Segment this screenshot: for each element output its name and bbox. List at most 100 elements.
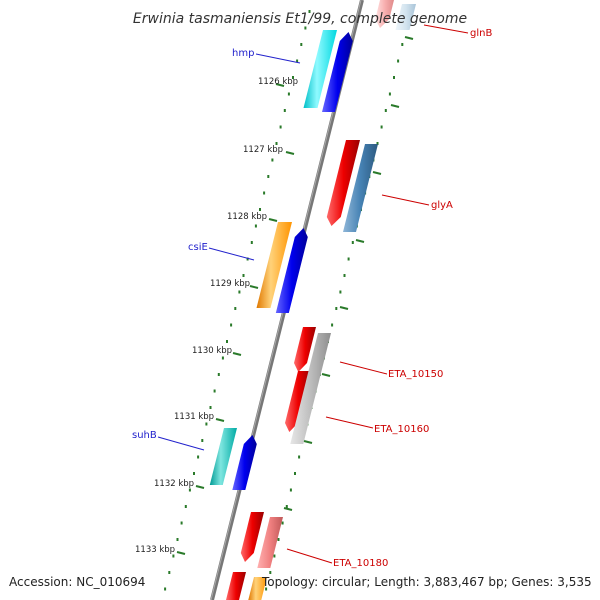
gene-suhb-pair-blue[interactable] [232, 435, 257, 490]
kbp-major-tick [372, 171, 382, 175]
gene-features [209, 0, 417, 600]
gene-eta10150[interactable] [294, 327, 316, 372]
track-tick-left [230, 323, 233, 327]
gene-eta10160[interactable] [290, 333, 331, 444]
track-tick-left [201, 439, 204, 442]
kbp-major-tick [232, 352, 242, 356]
gene-labels: hmp csiE suhB glnB glyA ETA_10150 ETA_10… [132, 28, 492, 569]
track-tick-right [281, 521, 284, 525]
track-tick-left [259, 208, 261, 211]
kbp-label: 1132 kbp [154, 479, 194, 489]
track-tick-left [234, 307, 237, 310]
track-tick-left [254, 224, 257, 228]
track-tick-right [380, 125, 383, 129]
track-tick-right [401, 43, 404, 46]
map-title: Erwinia tasmaniensis Et1/99, complete ge… [133, 11, 467, 27]
leader-glya [381, 194, 430, 206]
leader-eta10180 [286, 548, 333, 564]
track-tick-right [265, 587, 268, 591]
track-tick-left [292, 76, 294, 79]
kbp-major-tick [268, 218, 278, 222]
kbp-label: 1129 kbp [210, 279, 250, 289]
track-tick-left [296, 59, 299, 63]
kbp-major-tick [404, 36, 414, 40]
track-tick-right [388, 92, 391, 96]
gene-label-glya[interactable]: glyA [431, 200, 453, 211]
kbp-major-tick [303, 440, 313, 444]
leader-csie [208, 247, 255, 261]
kbp-major-tick [176, 551, 186, 555]
gene-label-suhb[interactable]: suhB [132, 430, 157, 441]
gene-eta10180-red[interactable] [240, 512, 264, 562]
track-tick-left [217, 373, 220, 376]
track-tick-left [164, 587, 167, 591]
kbp-major-tick [249, 285, 259, 289]
track-tick-left [205, 422, 208, 426]
track-tick-left [188, 488, 191, 492]
track-tick-left [300, 43, 303, 46]
leader-suhb [157, 436, 205, 451]
leader-eta10160 [325, 416, 374, 429]
gene-label-hmp[interactable]: hmp [232, 48, 254, 59]
track-tick-left [221, 356, 224, 360]
leader-eta10150 [339, 361, 388, 375]
track-tick-left [242, 274, 245, 277]
gene-glnb-pink[interactable] [375, 0, 394, 28]
gene-csie-pair-blue[interactable] [275, 228, 308, 313]
gene-eta10160-red[interactable] [285, 371, 311, 432]
leader-glnb [423, 24, 469, 34]
track-tick-left [213, 389, 216, 393]
track-tick-left [246, 257, 249, 261]
gene-label-csie[interactable]: csiE [188, 242, 208, 253]
kbp-major-tick [355, 239, 365, 243]
track-tick-left [193, 472, 195, 475]
kbp-major-tick [283, 507, 293, 511]
kbp-label: 1133 kbp [135, 545, 175, 555]
kbp-major-tick [195, 485, 205, 489]
track-tick-right [339, 290, 342, 294]
track-tick-right [347, 257, 350, 261]
track-tick-left [279, 125, 282, 129]
gene-bottom-orange[interactable] [248, 577, 267, 600]
track-tick-right [331, 323, 334, 327]
gene-label-eta10150[interactable]: ETA_10150 [388, 369, 443, 380]
track-tick-left [238, 290, 241, 294]
kbp-label: 1126 kbp [258, 77, 298, 87]
accession-text: Accession: NC_010694 [9, 575, 145, 589]
track-tick-left [304, 26, 307, 30]
gene-label-eta10180[interactable]: ETA_10180 [333, 558, 388, 569]
track-tick-right [393, 76, 395, 79]
gene-suhb[interactable] [209, 428, 237, 485]
leader-hmp [255, 53, 301, 64]
gene-glya[interactable] [343, 144, 378, 232]
track-tick-left [250, 241, 253, 244]
kbp-major-tick [339, 306, 349, 310]
kbp-label: 1130 kbp [192, 346, 232, 356]
gene-hmp-pair-blue[interactable] [322, 32, 353, 112]
track-tick-left [172, 554, 175, 558]
gene-csie[interactable] [256, 222, 293, 308]
gene-bottom-red[interactable] [226, 572, 246, 600]
track-tick-right [294, 472, 296, 475]
track-tick-right [343, 274, 346, 277]
kbp-scale: 1126 kbp 1127 kbp 1128 kbp 1129 kbp 1130… [135, 77, 298, 555]
track-tick-left [184, 505, 187, 508]
gene-label-glnb[interactable]: glnB [470, 28, 492, 39]
gene-glnb[interactable] [395, 4, 417, 30]
gene-label-eta10160[interactable]: ETA_10160 [374, 424, 429, 435]
track-tick-right [289, 488, 292, 492]
kbp-major-tick [215, 418, 225, 422]
track-tick-left [209, 406, 212, 409]
track-tick-left [271, 158, 274, 162]
gene-glya-red[interactable] [326, 140, 360, 226]
kbp-major-tick [285, 151, 295, 155]
kbp-label: 1127 kbp [243, 145, 283, 155]
track-tick-right [397, 59, 400, 63]
gene-eta10180[interactable] [257, 517, 283, 568]
kbp-major-tick [321, 373, 331, 377]
gene-hmp[interactable] [303, 30, 338, 108]
track-tick-right [298, 455, 301, 459]
track-tick-left [275, 142, 278, 145]
